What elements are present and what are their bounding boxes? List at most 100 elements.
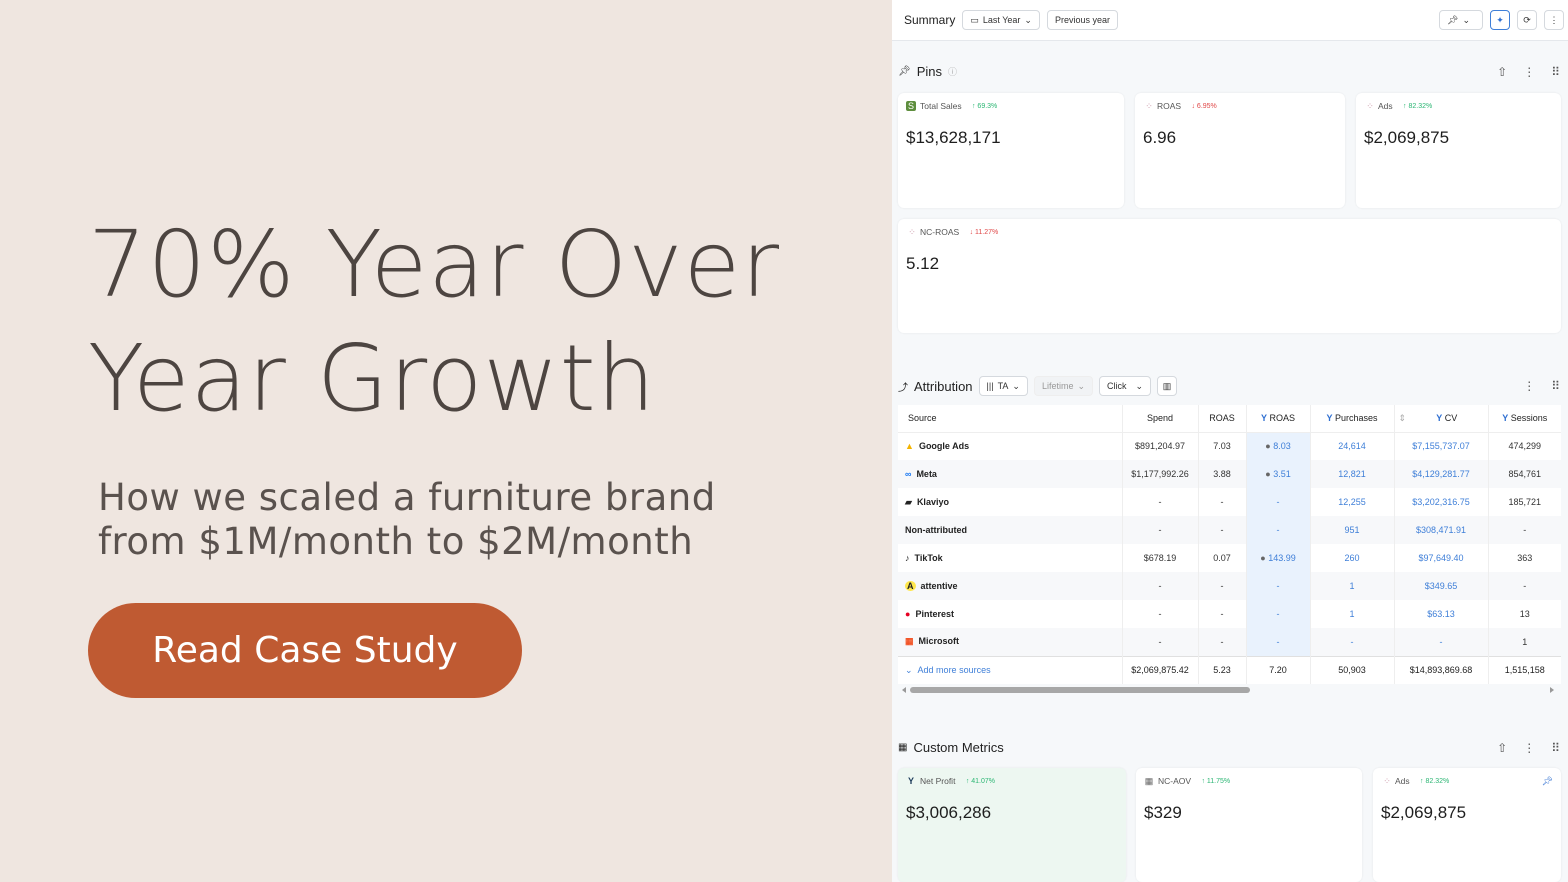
cv-cell[interactable]: $97,649.40 xyxy=(1394,544,1489,572)
column-settings-button[interactable]: ▥ xyxy=(1157,376,1178,396)
table-row[interactable]: ♪ TikTok $678.19 0.07 ● 143.99 260 $97,649.40… xyxy=(898,544,1561,572)
change-value: 11.75% xyxy=(1206,777,1231,785)
drag-handle-icon[interactable]: ⠿ xyxy=(1551,379,1560,393)
metric-card[interactable]: S Total Sales ↑ 69.3% $13,628,171 xyxy=(898,93,1124,208)
roas-value: - xyxy=(1220,636,1224,647)
purchases-cell[interactable]: 12,821 xyxy=(1310,460,1395,488)
cv-cell[interactable]: $4,129,281.77 xyxy=(1394,460,1489,488)
table-row[interactable]: ▦ Microsoft - - - - - 1 xyxy=(898,628,1561,656)
ta-roas-cell[interactable]: ● 8.03 xyxy=(1246,432,1311,460)
metric-label: NC-ROAS xyxy=(920,227,960,237)
dots-icon: ⁘ xyxy=(908,227,916,237)
metric-label-row: ⁘ Ads ↑ 82.32% xyxy=(1381,776,1449,786)
refresh-button[interactable]: ⟳ xyxy=(1517,10,1537,30)
col-spend[interactable]: Spend xyxy=(1122,405,1199,433)
source-cell[interactable]: Non-attributed xyxy=(898,516,1123,544)
cv-value: $63.13 xyxy=(1427,609,1455,619)
ta-roas-cell[interactable]: ● 3.51 xyxy=(1246,460,1311,488)
cv-cell[interactable]: $3,202,316.75 xyxy=(1394,488,1489,516)
source-cell[interactable]: ▲ Google Ads xyxy=(898,432,1123,460)
metric-card[interactable]: ⁘ ROAS ↓ 6.95% 6.96 xyxy=(1135,93,1345,208)
add-more-sources-link[interactable]: ⌄ Add more sources xyxy=(898,655,1123,684)
purchases-value: 12,821 xyxy=(1338,469,1366,479)
ta-roas-cell[interactable]: - xyxy=(1246,516,1311,544)
pin-menu-button[interactable]: 📌︎ ⌄ xyxy=(1439,10,1483,30)
purchases-cell[interactable]: 24,614 xyxy=(1310,432,1395,460)
spend-cell: - xyxy=(1122,600,1199,628)
more-icon[interactable]: ⋮ xyxy=(1523,740,1536,755)
window-select[interactable]: Lifetime ⌄ xyxy=(1033,376,1094,396)
table-row[interactable]: ∞ Meta $1,177,992.26 3.88 ● 3.51 12,821 $4,12… xyxy=(898,460,1561,488)
table-row[interactable]: ▲ Google Ads $891,204.97 7.03 ● 8.03 24,614 $… xyxy=(898,432,1561,460)
ta-roas-cell[interactable]: - xyxy=(1246,628,1311,656)
purchases-cell[interactable]: 951 xyxy=(1310,516,1395,544)
ta-roas-cell[interactable]: - xyxy=(1246,600,1311,628)
dots-icon: ⁘ xyxy=(1366,101,1374,111)
table-row[interactable]: Non-attributed - - - 951 $308,471.91 - xyxy=(898,516,1561,544)
purchases-cell[interactable]: 1 xyxy=(1310,600,1395,628)
drag-handle-icon[interactable]: ⠿ xyxy=(1551,64,1560,79)
source-cell[interactable]: ▰ Klaviyo xyxy=(898,488,1123,516)
export-icon[interactable]: ⇧ xyxy=(1497,64,1508,79)
roas-cell: - xyxy=(1198,572,1247,600)
col-roas[interactable]: ROAS xyxy=(1198,405,1247,433)
ta-roas-value: 3.51 xyxy=(1273,469,1291,479)
table-row[interactable]: ● Pinterest - - - 1 $63.13 13 xyxy=(898,600,1561,628)
metric-card[interactable]: ⁘ Ads ↑ 82.32% $2,069,875 xyxy=(1356,93,1561,208)
cv-value: $7,155,737.07 xyxy=(1412,441,1470,452)
export-icon[interactable]: ⇧ xyxy=(1497,740,1508,755)
custom-metric-card[interactable]: ⁘ Ads ↑ 82.32% $2,069,875 📌︎ xyxy=(1373,768,1561,882)
metric-label-row: ⁘ Ads ↑ 82.32% xyxy=(1364,101,1432,111)
subheadline-line: How we scaled a furniture brand xyxy=(98,476,716,519)
col-source[interactable]: Source xyxy=(898,405,1123,433)
ta-roas-cell[interactable]: ● 143.99 xyxy=(1246,544,1311,572)
more-icon[interactable]: ⋮ xyxy=(1523,379,1536,393)
source-cell[interactable]: ♪ TikTok xyxy=(898,544,1123,572)
change-value: 11.27% xyxy=(975,228,999,236)
purchases-cell[interactable]: 12,255 xyxy=(1310,488,1395,516)
table-row[interactable]: A attentive - - - 1 $349.65 - xyxy=(898,572,1561,600)
read-case-study-button[interactable]: Read Case Study xyxy=(88,603,522,698)
col-purchases[interactable]: Y Purchases xyxy=(1310,405,1395,433)
col-sessions[interactable]: Y Sessions xyxy=(1488,405,1561,433)
date-range-select[interactable]: ▭ Last Year ⌄ xyxy=(962,10,1040,30)
meta-icon: ∞ xyxy=(905,469,912,479)
purchases-cell[interactable]: 1 xyxy=(1310,572,1395,600)
sessions-value: - xyxy=(1523,525,1527,535)
type-select[interactable]: Click ⌄ xyxy=(1099,376,1152,396)
info-dot-icon: ● xyxy=(1265,441,1271,452)
custom-metric-card[interactable]: Y Net Profit ↑ 41.07% $3,006,286 xyxy=(898,768,1126,882)
purchases-cell[interactable]: - xyxy=(1310,628,1395,656)
more-icon[interactable]: ⋮ xyxy=(1523,64,1536,79)
more-options-button[interactable]: ⋮ xyxy=(1544,10,1564,30)
col-ta-roas[interactable]: Y ROAS xyxy=(1246,405,1311,433)
cv-cell[interactable]: $308,471.91 xyxy=(1394,516,1489,544)
ai-sparkle-button[interactable]: ✦ xyxy=(1490,10,1510,30)
cv-cell[interactable]: $7,155,737.07 xyxy=(1394,432,1489,460)
spend-value: - xyxy=(1158,525,1162,535)
drag-handle-icon[interactable]: ⠿ xyxy=(1551,740,1560,755)
source-cell[interactable]: A attentive xyxy=(898,572,1123,600)
col-cv[interactable]: ⇕ Y CV xyxy=(1394,405,1489,433)
roas-cell: - xyxy=(1198,516,1247,544)
purchases-cell[interactable]: 260 xyxy=(1310,544,1395,572)
table-row[interactable]: ▰ Klaviyo - - - 12,255 $3,202,316.75 185,721 xyxy=(898,488,1561,516)
metric-card[interactable]: ⁘ NC-ROAS ↓ 11.27% 5.12 xyxy=(898,219,1561,333)
source-cell[interactable]: ▦ Microsoft xyxy=(898,628,1123,656)
compare-select[interactable]: Previous year xyxy=(1046,10,1118,30)
source-cell[interactable]: ● Pinterest xyxy=(898,600,1123,628)
metric-label: Ads xyxy=(1378,101,1393,111)
cv-cell[interactable]: - xyxy=(1394,628,1489,656)
cv-cell[interactable]: $63.13 xyxy=(1394,600,1489,628)
change-badge: ↑ 82.32% xyxy=(1420,777,1450,785)
source-cell[interactable]: ∞ Meta xyxy=(898,460,1123,488)
microsoft-icon: ▦ xyxy=(905,636,914,647)
metric-label: NC-AOV xyxy=(1158,776,1192,786)
custom-metric-card[interactable]: ▦ NC-AOV ↑ 11.75% $329 xyxy=(1136,768,1362,882)
model-select[interactable]: ||| TA ⌄ xyxy=(978,376,1028,396)
cv-cell[interactable]: $349.65 xyxy=(1394,572,1489,600)
ta-roas-cell[interactable]: - xyxy=(1246,488,1311,516)
horizontal-scrollbar[interactable] xyxy=(902,687,1554,693)
pin-icon[interactable]: 📌︎ xyxy=(1541,776,1553,786)
ta-roas-cell[interactable]: - xyxy=(1246,572,1311,600)
